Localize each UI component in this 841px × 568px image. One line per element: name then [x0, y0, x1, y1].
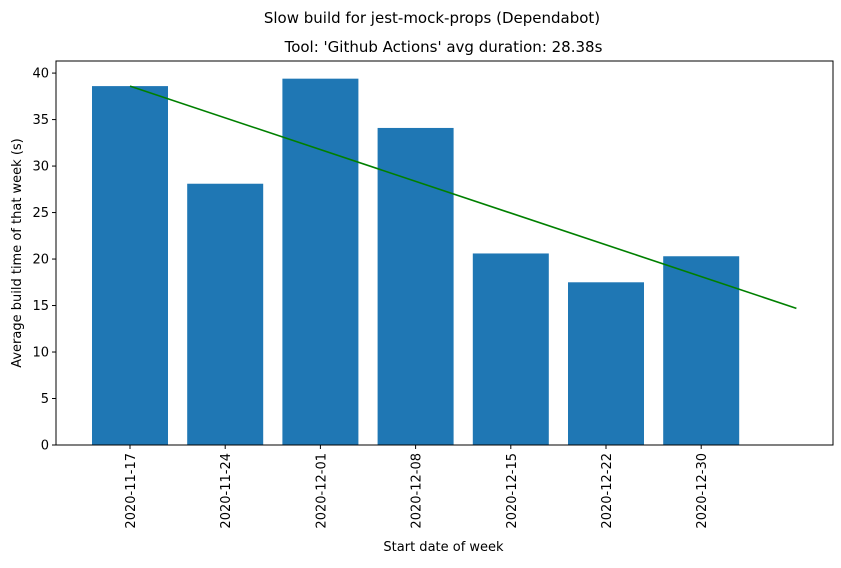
x-axis-label: Start date of week: [383, 540, 504, 555]
bar-2020-12-15: [472, 253, 549, 445]
trend-line: [129, 85, 797, 310]
chart-title: Tool: 'Github Actions' avg duration: 28.…: [284, 38, 603, 56]
x-tick-label: 2020-12-30: [695, 453, 710, 529]
x-tick-label: 2020-12-08: [410, 453, 425, 529]
bar-2020-11-17: [92, 86, 168, 445]
y-tick-label: 10: [32, 346, 49, 361]
x-tick-label: 2020-11-17: [124, 453, 139, 529]
bar-2020-12-30: [663, 256, 740, 445]
trend-layer: [129, 85, 797, 310]
y-tick-label: 5: [41, 392, 49, 407]
y-tick-label: 15: [32, 299, 49, 314]
x-tick-label: 2020-12-22: [600, 453, 615, 529]
bar-2020-12-22: [568, 282, 644, 445]
x-tick-label: 2020-12-15: [505, 453, 520, 529]
y-tick-label: 30: [32, 160, 49, 175]
x-tick-label: 2020-12-01: [314, 453, 329, 529]
x-tick-label: 2020-11-24: [219, 453, 234, 529]
y-axis: 0 5 10 15 20 25 30 35 40: [32, 67, 56, 454]
bar-2020-12-01: [282, 78, 359, 445]
bar-2020-11-24: [187, 183, 264, 445]
y-tick-label: 40: [32, 67, 49, 82]
bar-2020-12-08: [377, 127, 454, 446]
y-tick-label: 20: [32, 253, 49, 268]
bars-layer: [92, 78, 740, 446]
chart-suptitle: Slow build for jest-mock-props (Dependab…: [264, 9, 600, 27]
y-axis-label: Average build time of that week (s): [10, 138, 25, 368]
y-tick-label: 0: [41, 439, 49, 454]
plot-area-frame: [55, 60, 834, 446]
y-tick-label: 35: [32, 113, 49, 128]
y-tick-label: 25: [32, 206, 49, 221]
x-axis: 2020-11-17 2020-11-24 2020-12-01 2020-12-08…: [124, 445, 710, 529]
